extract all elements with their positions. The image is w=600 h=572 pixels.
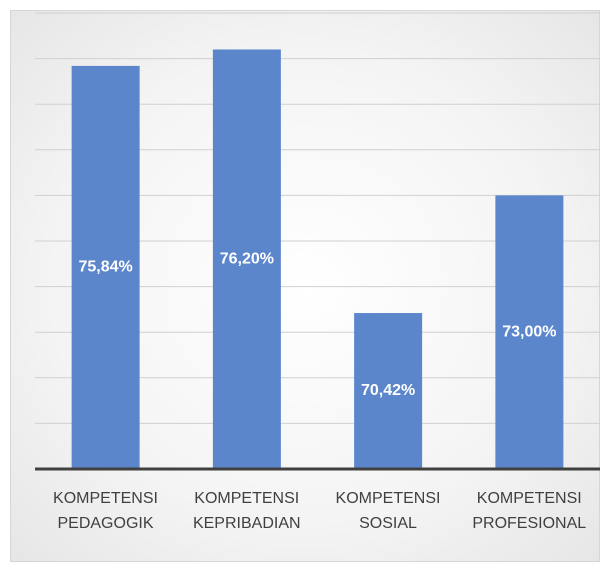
- bar: [495, 195, 564, 469]
- data-label: 75,84%: [78, 259, 132, 276]
- data-label: 76,20%: [220, 250, 274, 267]
- x-tick-label: KOMPETENSI PEDAGOGIK: [53, 490, 158, 532]
- data-label: 70,42%: [361, 382, 415, 399]
- bar: [71, 65, 140, 469]
- x-tick-label: KOMPETENSI KEPRIBADIAN: [192, 490, 301, 532]
- x-tick-label: KOMPETENSI SOSIAL: [335, 490, 441, 532]
- bar: [354, 313, 423, 469]
- data-label: 73,00%: [502, 323, 556, 340]
- bar: [212, 49, 281, 469]
- x-tick-label: KOMPETENSI PROFESIONAL: [472, 490, 587, 532]
